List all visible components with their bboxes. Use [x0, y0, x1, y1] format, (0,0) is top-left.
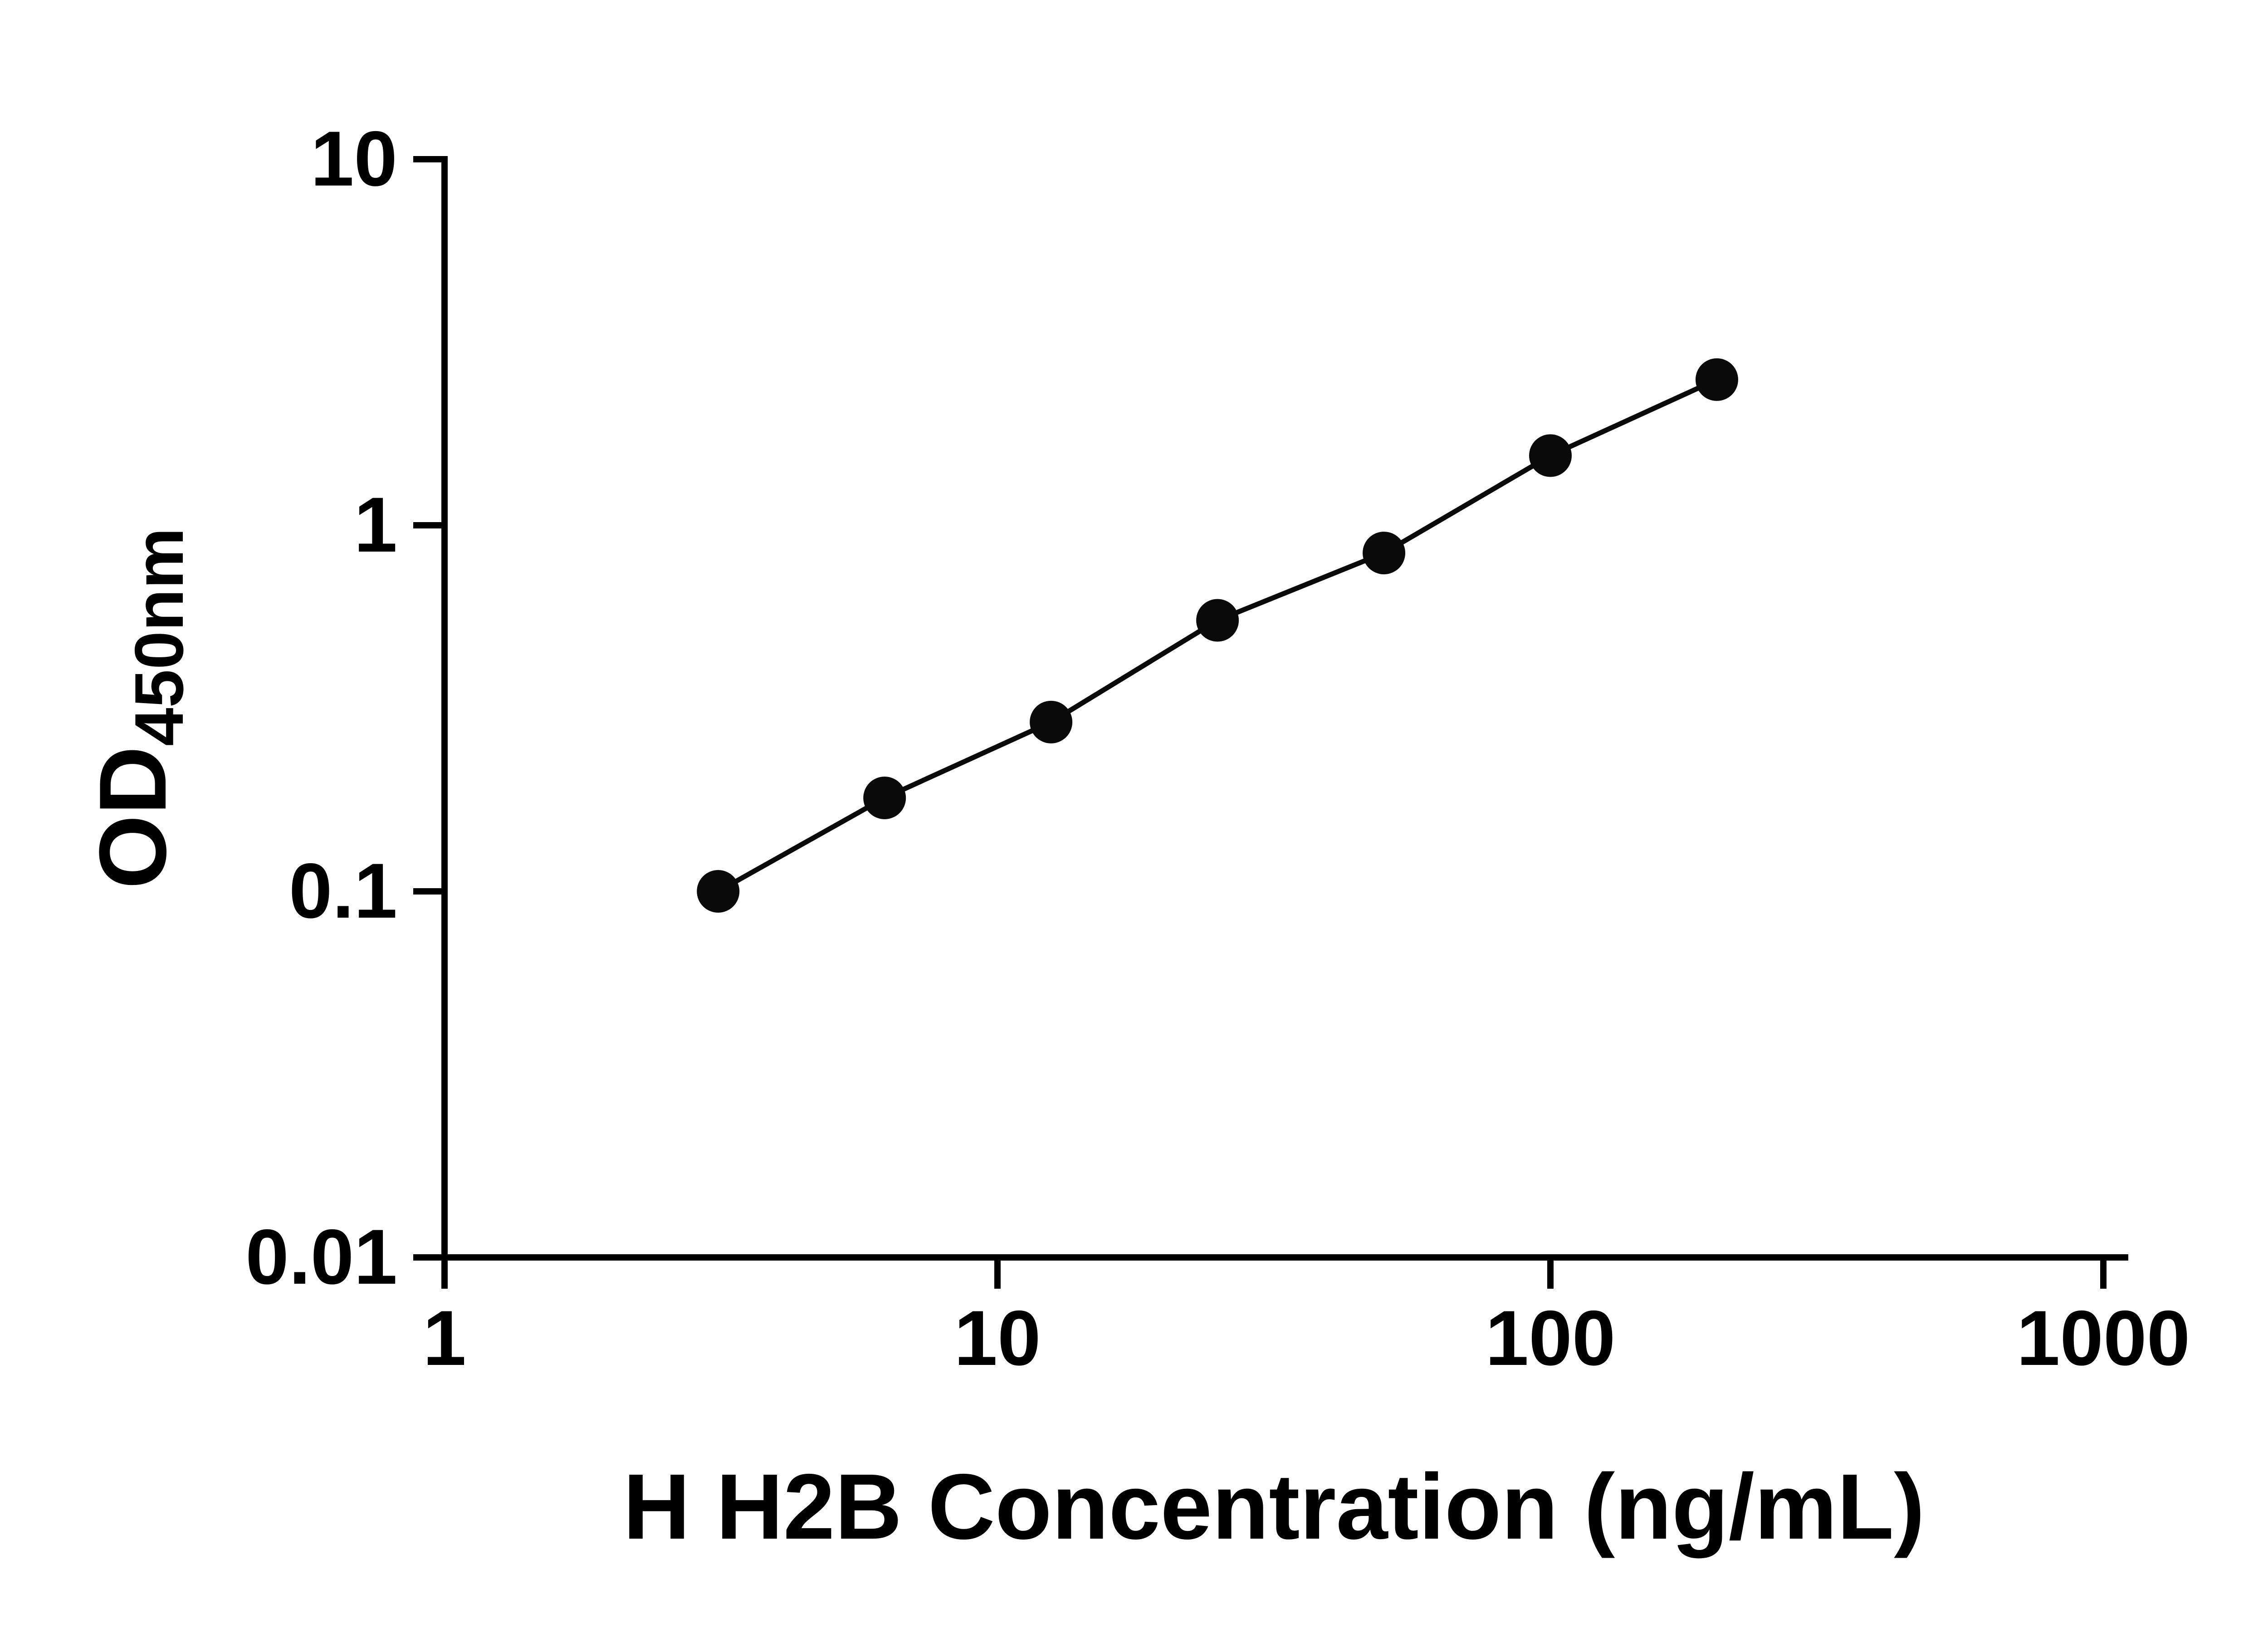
data-point — [1363, 532, 1406, 575]
x-tick-label: 1 — [423, 1295, 466, 1382]
data-point — [863, 776, 906, 819]
x-tick-label: 1000 — [2017, 1295, 2190, 1382]
y-tick-label: 10 — [311, 115, 397, 202]
axes — [413, 156, 2128, 1289]
y-axis-title-main: OD — [79, 746, 186, 889]
x-tick-label: 10 — [954, 1295, 1041, 1382]
data-point — [1529, 434, 1572, 477]
y-axis-title: OD450nm — [79, 528, 198, 889]
data-point — [1030, 700, 1073, 743]
data-point — [1695, 358, 1738, 401]
data-point — [697, 870, 740, 913]
x-axis-title: H H2B Concentration (ng/mL) — [623, 1455, 1925, 1559]
y-axis-title-sub: 450nm — [121, 528, 198, 746]
data-point — [1196, 599, 1239, 642]
y-tick-label: 1 — [354, 481, 397, 568]
y-tick-label: 0.1 — [289, 847, 397, 934]
y-tick-label: 0.01 — [245, 1213, 397, 1301]
x-tick-label: 100 — [1486, 1295, 1616, 1382]
